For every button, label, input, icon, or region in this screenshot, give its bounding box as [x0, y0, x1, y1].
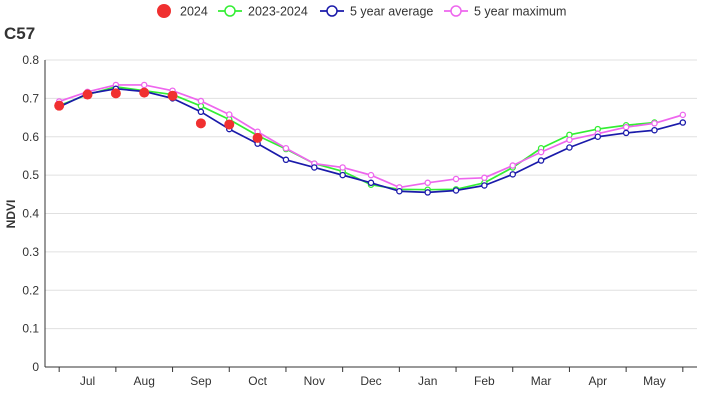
legend-item[interactable]: 5 year maximum: [444, 5, 566, 19]
data-point: [110, 88, 121, 99]
data-point: [679, 111, 687, 119]
data-point: [679, 119, 687, 126]
x-tick-label: Feb: [474, 374, 495, 388]
data-point: [167, 90, 178, 101]
data-point: [509, 162, 516, 169]
data-point: [622, 129, 630, 137]
legend-label: 2024: [180, 5, 208, 19]
data-point: [651, 120, 658, 127]
legend-label: 2023-2024: [248, 5, 308, 19]
x-tick-label: Sep: [190, 374, 212, 388]
y-tick-label: 0.2: [22, 283, 39, 297]
data-point: [452, 175, 460, 183]
legend-marker: [326, 5, 338, 17]
data-point: [339, 164, 346, 171]
x-tick-label: Dec: [360, 374, 381, 388]
x-tick-label: Oct: [248, 374, 267, 388]
x-axis: Jul Aug Sep Oct Nov Dec Jan Feb Mar Apr May: [45, 366, 697, 388]
data-point: [566, 144, 573, 151]
data-point: [224, 119, 235, 130]
data-point: [139, 87, 150, 98]
data-point: [481, 174, 488, 182]
plot-area: [54, 81, 687, 196]
series-2024: [54, 87, 263, 143]
data-point: [566, 136, 573, 144]
data-point: [311, 164, 318, 171]
data-point: [54, 100, 65, 111]
legend-item[interactable]: 2024: [157, 4, 208, 19]
x-tick-label: Mar: [531, 374, 552, 388]
x-tick-label: Apr: [588, 374, 607, 388]
legend-marker: [157, 4, 171, 18]
x-tick-label: Nov: [304, 374, 325, 388]
series-line: [58, 86, 655, 191]
x-tick-label: Jan: [418, 374, 437, 388]
legend-marker: [450, 5, 462, 17]
data-point: [195, 118, 206, 129]
y-axis: 0 0.1 0.2 0.3 0.4 0.5 0.6 0.7 0.8: [22, 53, 46, 374]
series-5-year-maximum: [55, 81, 687, 191]
data-point: [452, 187, 460, 194]
data-point: [339, 171, 346, 179]
data-point: [509, 171, 516, 178]
chart-title: C57: [4, 24, 35, 43]
data-point: [282, 156, 290, 164]
y-tick-label: 0.7: [22, 91, 39, 105]
data-point: [396, 187, 403, 195]
data-point: [651, 126, 658, 134]
data-point: [424, 189, 431, 196]
data-point: [537, 157, 545, 164]
y-axis-label: NDVI: [4, 200, 18, 229]
y-tick-label: 0.1: [22, 322, 39, 336]
data-point: [424, 179, 431, 187]
legend-item[interactable]: 5 year average: [320, 5, 433, 19]
data-point: [197, 108, 205, 116]
x-tick-label: May: [643, 374, 666, 388]
data-point: [197, 97, 205, 105]
legend-label: 5 year average: [350, 5, 433, 19]
data-point: [367, 171, 375, 179]
data-point: [226, 111, 233, 118]
data-point: [282, 145, 290, 152]
series-5-year-average: [55, 85, 687, 196]
y-tick-label: 0.4: [22, 207, 39, 221]
data-point: [537, 148, 545, 156]
data-point: [252, 132, 263, 143]
data-point: [481, 182, 488, 189]
x-tick-label: Aug: [134, 374, 155, 388]
data-point: [140, 81, 148, 89]
data-point: [622, 123, 630, 131]
legend: 2024 2023-2024 5 year average 5 year maximu…: [157, 4, 566, 19]
y-tick-label: 0: [32, 360, 39, 374]
data-point: [82, 89, 93, 100]
legend-label: 5 year maximum: [474, 5, 566, 19]
y-tick-label: 0.8: [22, 53, 39, 67]
y-tick-label: 0.6: [22, 130, 39, 144]
data-point: [594, 133, 602, 140]
x-tick-label: Jul: [80, 374, 95, 388]
legend-marker: [224, 5, 236, 17]
legend-item[interactable]: 2023-2024: [218, 5, 308, 19]
y-tick-label: 0.3: [22, 245, 39, 259]
y-tick-label: 0.5: [22, 168, 39, 182]
grid: [45, 59, 697, 368]
data-point: [367, 179, 375, 187]
